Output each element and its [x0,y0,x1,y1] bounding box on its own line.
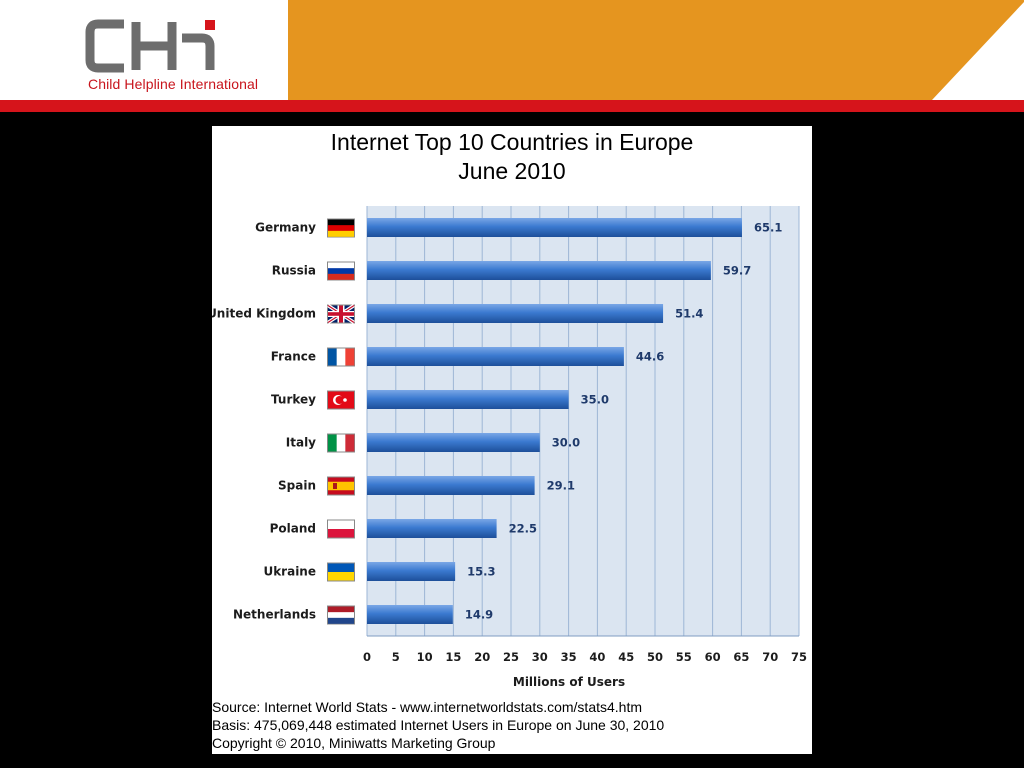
flags [327,218,355,625]
category-label: Germany [255,221,316,235]
netherlands-flag-icon [327,605,355,625]
x-tick-label: 70 [762,650,778,664]
x-tick-label: 65 [733,650,749,664]
category-label: Spain [278,479,316,493]
x-tick-label: 25 [503,650,519,664]
value-label: 65.1 [754,221,782,235]
value-label: 51.4 [675,307,703,321]
value-label: 22.5 [509,522,537,536]
value-label: 30.0 [552,436,580,450]
poland-flag-icon [327,519,355,539]
spain-flag-icon [327,476,355,496]
x-tick-label: 15 [445,650,461,664]
value-label: 29.1 [547,479,575,493]
value-label: 14.9 [465,608,493,622]
category-label: Italy [286,436,316,450]
category-label: France [271,350,316,364]
bars: 65.1 59.7 51.4 44.6 35.0 30.0 29.1 22.5 15.3 14.9 [367,218,782,624]
bar-france [367,347,624,366]
category-labels: Germany Russia United Kingdom France Turkey I… [212,221,316,622]
x-tick-label: 40 [589,650,605,664]
footnotes: Source: Internet World Stats - www.inter… [212,698,812,752]
category-label: Poland [270,522,316,536]
bar-turkey [367,390,569,409]
value-label: 59.7 [723,264,751,278]
category-label: Ukraine [263,565,316,579]
x-tick-label: 0 [363,650,371,664]
chart-title: Internet Top 10 Countries in Europe [331,129,694,155]
ukraine-flag-icon [327,562,355,582]
x-tick-label: 75 [791,650,807,664]
x-tick-labels: 0 5 10 15 20 25 30 35 40 45 50 55 60 65 70 75 [363,650,807,664]
germany-flag-icon [327,218,355,238]
category-label: Netherlands [233,608,316,622]
chi-logo [85,19,215,73]
x-tick-label: 45 [618,650,634,664]
bar-ukraine [367,562,456,581]
x-tick-label: 60 [705,650,721,664]
category-label: Turkey [271,393,316,407]
x-tick-label: 55 [676,650,692,664]
category-label: United Kingdom [212,307,316,321]
x-tick-label: 30 [532,650,548,664]
x-tick-label: 5 [392,650,400,664]
italy-flag-icon [327,433,355,453]
orange-banner [288,0,1024,100]
red-rule [0,100,1024,112]
x-tick-label: 35 [561,650,577,664]
x-tick-label: 50 [647,650,663,664]
russia-flag-icon [327,261,355,281]
bar-chart: Internet Top 10 Countries in Europe June… [212,129,807,689]
header-band: Child Helpline International [0,0,1024,112]
organization-name: Child Helpline International [88,76,259,92]
bar-italy [367,433,540,452]
turkey-flag-icon [327,390,355,410]
bar-netherlands [367,605,453,624]
value-label: 15.3 [467,565,495,579]
source-note: Source: Internet World Stats - www.inter… [212,699,643,715]
chart-panel: Internet Top 10 Countries in Europe June… [212,126,812,754]
bar-russia [367,261,711,280]
bar-united-kingdom [367,304,664,323]
france-flag-icon [327,347,355,367]
x-axis-title: Millions of Users [513,675,625,689]
value-label: 44.6 [636,350,664,364]
copyright-note: Copyright © 2010, Miniwatts Marketing Gr… [212,735,496,751]
x-tick-label: 10 [417,650,433,664]
bar-germany [367,218,742,237]
chart-subtitle: June 2010 [458,158,565,184]
bar-poland [367,519,497,538]
basis-note: Basis: 475,069,448 estimated Internet Us… [212,717,665,733]
uk-flag-icon [327,304,355,324]
x-tick-label: 20 [474,650,490,664]
category-label: Russia [272,264,316,278]
value-label: 35.0 [581,393,609,407]
bar-spain [367,476,535,495]
